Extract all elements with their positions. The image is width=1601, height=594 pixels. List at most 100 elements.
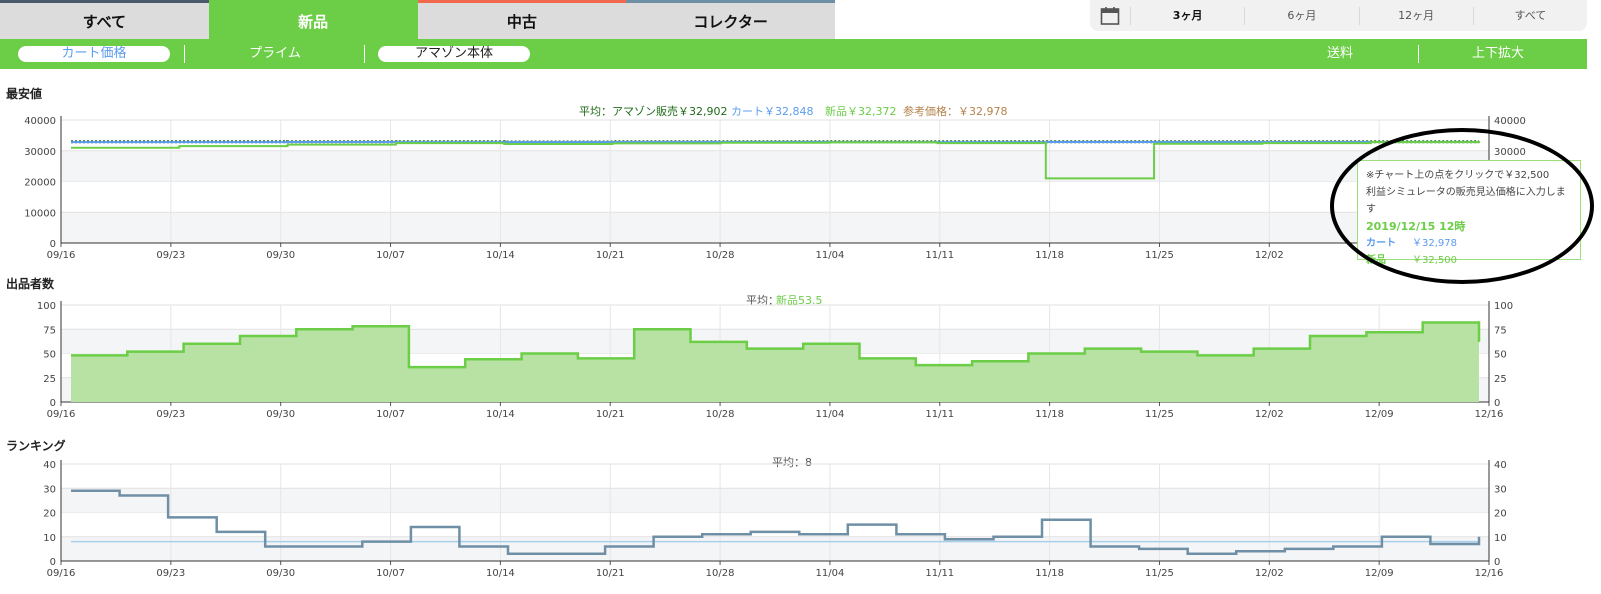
- sellers-xtick-label: 12/09: [1365, 409, 1394, 420]
- sellers-xtick-label: 09/30: [266, 409, 295, 420]
- ranking-xtick-label: 10/28: [706, 568, 735, 579]
- sellers-xtick-label: 11/18: [1035, 409, 1064, 420]
- price-ytick-label-left: 0: [50, 239, 56, 250]
- ranking-band: [61, 536, 1489, 561]
- sellers-xtick-label: 11/25: [1145, 409, 1174, 420]
- sellers-ytick-label-right: 25: [1494, 374, 1507, 385]
- ranking-avg-text: 平均：8: [772, 456, 812, 469]
- ranking-ytick-label-left: 20: [43, 509, 56, 520]
- sellers-ytick-label-right: 50: [1494, 350, 1507, 361]
- sellers-avg-label: 平均：: [746, 294, 779, 307]
- avg-amazon-text: 平均：アマゾン販売￥32,902: [579, 105, 728, 118]
- zoom-toggle[interactable]: 上下拡大: [1471, 46, 1524, 61]
- ranking-xtick-label: 11/18: [1035, 568, 1064, 579]
- ranking-chart[interactable]: 09/16 09/23 09/30 10/07 10/14 10/21 10/28 11/04…: [43, 460, 1507, 579]
- price-xtick-label: 11/11: [925, 250, 954, 261]
- tooltip-cart-value: ￥32,978: [1412, 238, 1457, 249]
- sellers-chart-title: 出品者数: [6, 277, 55, 291]
- prime-toggle[interactable]: プライム: [249, 46, 301, 61]
- sellers-xtick-label: 11/04: [816, 409, 845, 420]
- ranking-ytick-label-right: 10: [1494, 533, 1507, 544]
- ranking-ytick-label-right: 30: [1494, 484, 1507, 495]
- price-xtick-label: 11/04: [816, 250, 845, 261]
- calendar-icon[interactable]: [1090, 6, 1130, 26]
- price-xtick-label: 09/16: [47, 250, 76, 261]
- ranking-chart-title: ランキング: [6, 439, 66, 453]
- ranking-ytick-label-right: 0: [1494, 557, 1500, 568]
- tab-all[interactable]: すべて: [0, 0, 209, 39]
- sellers-xtick-label: 10/28: [706, 409, 735, 420]
- sellers-ytick-label-left: 50: [43, 350, 56, 361]
- sellers-ytick-label-right: 0: [1494, 398, 1500, 409]
- price-series-line: [71, 141, 1480, 180]
- price-chart-title: 最安値: [6, 87, 43, 101]
- tab-used[interactable]: 中古: [417, 0, 627, 39]
- ranking-xtick-label: 12/09: [1365, 568, 1394, 579]
- ranking-xtick-label: 11/11: [925, 568, 954, 579]
- tooltip-hint-2: 利益シミュレータの販売見込価格に入力します: [1366, 187, 1566, 215]
- ranking-xtick-label: 11/25: [1145, 568, 1174, 579]
- sellers-ytick-label-right: 75: [1494, 325, 1507, 336]
- tooltip-new-row: 新品 ￥32,500: [1366, 252, 1572, 269]
- ranking-ytick-label-left: 0: [50, 557, 56, 568]
- divider: [364, 45, 365, 63]
- price-ytick-label-right: 40000: [1494, 116, 1526, 127]
- ranking-xtick-label: 10/21: [596, 568, 625, 579]
- sellers-xtick-label: 10/21: [596, 409, 625, 420]
- price-chart[interactable]: 09/16 09/23 09/30 10/07 10/14 10/21 10/28 11/04…: [24, 116, 1526, 261]
- sellers-xtick-label: 09/16: [47, 409, 76, 420]
- ranking-xtick-label: 11/04: [816, 568, 845, 579]
- sellers-band: [61, 329, 1489, 354]
- price-xtick-label: 11/25: [1145, 250, 1174, 261]
- ranking-xtick-label: 12/02: [1255, 568, 1284, 579]
- price-ytick-label-left: 40000: [24, 116, 56, 127]
- price-xtick-label: 10/28: [706, 250, 735, 261]
- range-12-months[interactable]: 12ヶ月: [1358, 6, 1473, 25]
- tooltip-cart-row: カート ￥32,978: [1366, 235, 1572, 252]
- ranking-xtick-label: 09/23: [156, 568, 185, 579]
- sellers-xtick-label: 12/16: [1475, 409, 1504, 420]
- price-ytick-label-left: 30000: [24, 147, 56, 158]
- tooltip-hint-1: ※チャート上の点をクリックで￥32,500: [1366, 170, 1550, 181]
- ranking-ytick-label-left: 40: [43, 460, 56, 471]
- sellers-ytick-label-right: 100: [1494, 301, 1513, 312]
- amazon-toggle[interactable]: アマゾン本体: [378, 46, 530, 62]
- sellers-ytick-label-left: 0: [50, 398, 56, 409]
- ranking-series-line: [71, 489, 1481, 555]
- range-6-months[interactable]: 6ヶ月: [1244, 6, 1358, 25]
- sellers-ytick-label-left: 100: [37, 301, 56, 312]
- ranking-ytick-label-left: 30: [43, 484, 56, 495]
- sellers-band: [61, 377, 1489, 402]
- range-3-months[interactable]: 3ヶ月: [1130, 6, 1244, 25]
- price-band: [61, 150, 1489, 182]
- cart-price-toggle[interactable]: カート価格: [18, 46, 170, 62]
- price-xtick-label: 12/02: [1255, 250, 1284, 261]
- range-all[interactable]: すべて: [1472, 6, 1587, 25]
- sellers-series-line: [71, 321, 1481, 369]
- chart-options-bar: カート価格 プライム アマゾン本体 送料 上下拡大: [0, 39, 1587, 69]
- price-ytick-label-right: 30000: [1494, 147, 1526, 158]
- divider: [184, 45, 185, 63]
- ranking-ytick-label-left: 10: [43, 533, 56, 544]
- price-ytick-label-left: 20000: [24, 178, 56, 189]
- ranking-xtick-label: 09/30: [266, 568, 295, 579]
- tab-collector[interactable]: コレクター: [626, 0, 835, 39]
- sellers-xtick-label: 10/07: [376, 409, 405, 420]
- tab-new[interactable]: 新品: [208, 0, 418, 39]
- ranking-xtick-label: 09/16: [47, 568, 76, 579]
- avg-new-text: 新品￥32,372: [825, 104, 897, 118]
- sellers-chart[interactable]: 09/16 09/23 09/30 10/07 10/14 10/21 10/28 11/04…: [37, 301, 1513, 420]
- tooltip-datetime: 2019/12/15 12時: [1366, 220, 1466, 233]
- ranking-xtick-label: 10/07: [376, 568, 405, 579]
- chart-tooltip: ※チャート上の点をクリックで￥32,500 利益シミュレータの販売見込価格に入力…: [1357, 160, 1581, 266]
- ranking-ytick-label-right: 40: [1494, 460, 1507, 471]
- price-xtick-label: 09/23: [156, 250, 185, 261]
- avg-cart-text: カート￥32,848: [731, 105, 814, 118]
- price-xtick-label: 10/14: [486, 250, 515, 261]
- shipping-toggle[interactable]: 送料: [1326, 46, 1353, 61]
- price-xtick-label: 09/30: [266, 250, 295, 261]
- condition-tabs: すべて 新品 中古 コレクター: [0, 0, 835, 39]
- ranking-xtick-label: 10/14: [486, 568, 515, 579]
- price-xtick-label: 10/21: [596, 250, 625, 261]
